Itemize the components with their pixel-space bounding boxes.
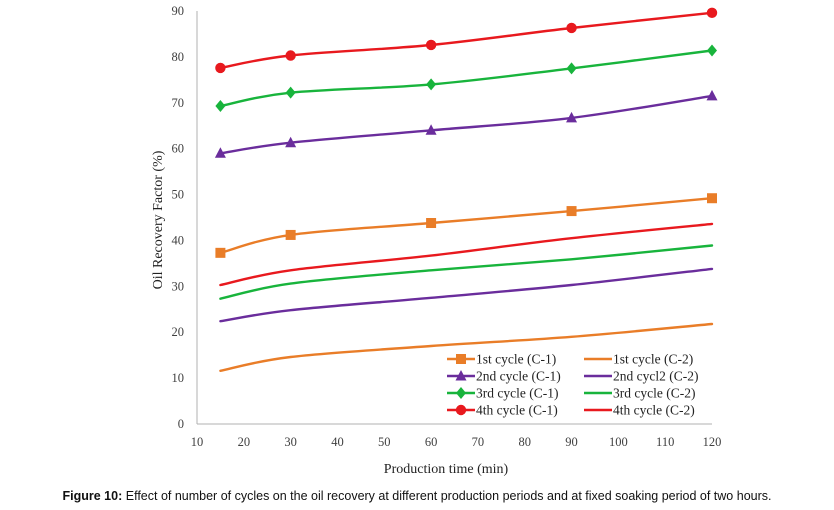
data-point-diamond xyxy=(285,86,296,99)
legend-label: 1st cycle (C-2) xyxy=(613,352,693,367)
data-point-square xyxy=(215,247,226,258)
data-point-triangle xyxy=(425,124,437,135)
figure-caption: Figure 10: Effect of number of cycles on… xyxy=(0,489,834,503)
x-tick-label: 100 xyxy=(609,435,628,449)
data-point-diamond xyxy=(426,78,437,91)
x-tick-label: 30 xyxy=(284,435,297,449)
legend-label: 2nd cycle (C-1) xyxy=(476,369,561,384)
data-point-square xyxy=(707,193,717,204)
data-point-diamond xyxy=(566,62,577,75)
legend-label: 1st cycle (C-1) xyxy=(476,352,556,367)
y-tick-label: 30 xyxy=(172,279,185,293)
x-tick-label: 70 xyxy=(472,435,485,449)
data-point-circle xyxy=(285,50,296,61)
y-tick-label: 80 xyxy=(172,50,185,64)
y-tick-label: 90 xyxy=(172,4,185,18)
data-point-square xyxy=(566,206,577,217)
series-line-6 xyxy=(219,244,714,300)
axes xyxy=(196,11,712,425)
y-tick-label: 10 xyxy=(172,371,185,385)
data-point-triangle xyxy=(214,147,226,158)
legend-label: 3rd cycle (C-2) xyxy=(613,386,695,401)
data-point-square xyxy=(426,218,437,229)
x-tick-label: 60 xyxy=(425,435,438,449)
data-point-circle xyxy=(706,7,718,19)
data-point-triangle xyxy=(566,111,578,123)
legend-marker-square xyxy=(456,354,466,364)
y-tick-labels: 0 10 20 30 40 50 60 70 80 90 xyxy=(172,4,185,431)
y-tick-label: 0 xyxy=(178,417,184,431)
legend-label: 2nd cycl2 (C-2) xyxy=(613,369,698,384)
x-tick-label: 10 xyxy=(191,435,204,449)
series-line-7 xyxy=(219,11,714,70)
data-point-circle xyxy=(215,62,226,74)
data-point-diamond xyxy=(215,99,226,112)
series-line-2 xyxy=(219,322,714,372)
legend-label: 3rd cycle (C-1) xyxy=(476,386,558,401)
x-tick-label: 20 xyxy=(238,435,251,449)
legend: 1st cycle (C-1) 1st cycle (C-2) 2nd cycle … xyxy=(447,352,698,418)
x-tick-label: 110 xyxy=(656,435,674,449)
series-line-3 xyxy=(219,94,714,155)
legend-label: 4th cycle (C-2) xyxy=(613,403,695,418)
y-tick-label: 70 xyxy=(172,96,185,110)
x-tick-labels: 10 20 30 40 50 60 70 80 90 100 110 120 xyxy=(191,435,722,449)
x-tick-label: 80 xyxy=(518,435,531,449)
legend-marker-triangle xyxy=(455,370,467,381)
data-point-circle xyxy=(566,22,577,34)
series-line-4 xyxy=(219,267,714,323)
y-tick-label: 60 xyxy=(172,142,185,156)
series-line-5 xyxy=(219,49,714,108)
data-point-triangle xyxy=(706,89,718,101)
x-axis-title: Production time (min) xyxy=(384,462,509,477)
x-tick-label: 50 xyxy=(378,435,391,449)
data-point-triangle xyxy=(285,136,297,148)
legend-marker-diamond xyxy=(456,387,466,399)
x-tick-label: 40 xyxy=(331,435,344,449)
data-point-circle xyxy=(425,39,437,51)
x-tick-label: 90 xyxy=(565,435,578,449)
series-line-1 xyxy=(219,197,714,254)
y-tick-label: 40 xyxy=(172,233,185,247)
series-markers xyxy=(214,7,718,258)
legend-marker-circle xyxy=(455,404,467,416)
series-line-8 xyxy=(219,222,714,287)
y-tick-label: 20 xyxy=(172,325,185,339)
data-point-square xyxy=(285,229,296,240)
data-point-diamond xyxy=(707,44,717,57)
legend-label: 4th cycle (C-1) xyxy=(476,403,558,418)
figure-caption-label: Figure 10: xyxy=(62,489,123,503)
figure-caption-text: Effect of number of cycles on the oil re… xyxy=(122,489,772,503)
series-lines xyxy=(219,11,714,372)
x-tick-label: 120 xyxy=(703,435,722,449)
y-axis-title: Oil Recovery Factor (%) xyxy=(151,150,166,289)
y-tick-label: 50 xyxy=(172,188,185,202)
